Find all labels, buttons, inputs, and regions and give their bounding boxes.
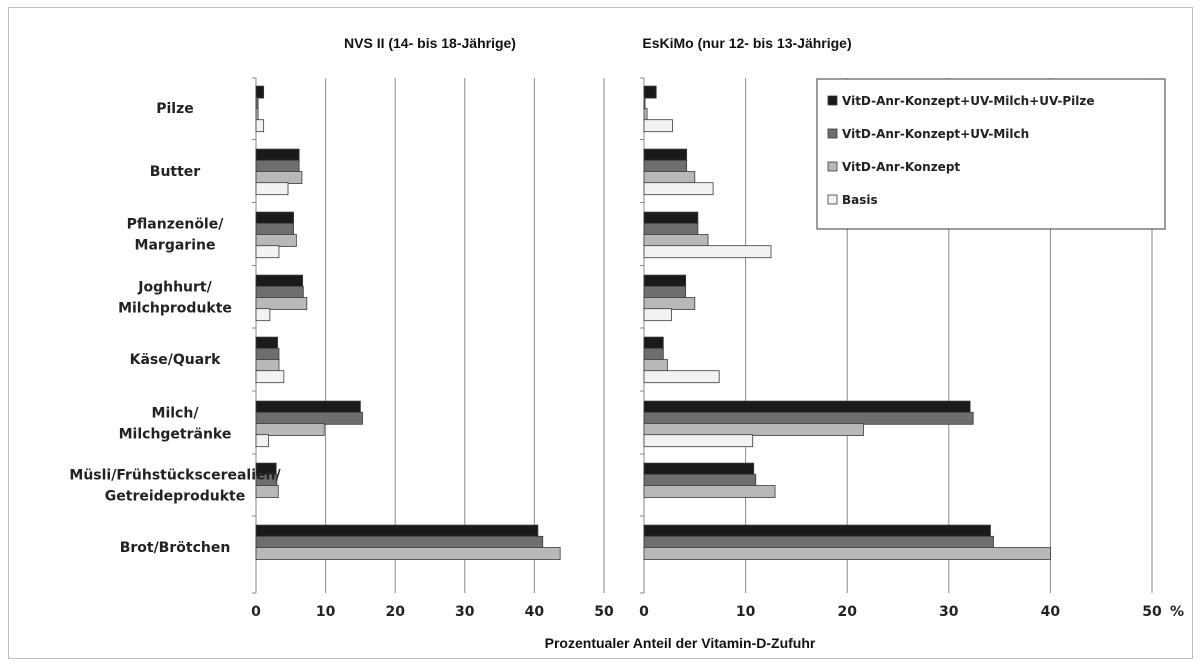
bar [643, 535, 994, 549]
bar [643, 148, 688, 162]
x-axis-title: Prozentualer Anteil der Vitamin-D-Zufuhr [545, 635, 816, 651]
category-label: Getreideprodukte [105, 489, 245, 505]
panel-title: EsKiMo (nur 12- bis 13-Jährige) [642, 35, 851, 51]
bar [643, 285, 687, 299]
x-tick-label: 20 [837, 604, 857, 620]
category-label: Pilze [156, 101, 194, 117]
category-label: Käse/Quark [130, 352, 221, 368]
legend-box [816, 78, 1166, 230]
legend-swatch [827, 95, 838, 106]
bar [643, 211, 699, 225]
bar [255, 297, 308, 310]
bar [255, 159, 300, 173]
bar [643, 411, 974, 425]
bar [255, 336, 278, 350]
bar [643, 485, 776, 498]
x-unit-label: % [1170, 604, 1184, 620]
x-tick-label: 0 [639, 604, 649, 620]
bar [255, 96, 259, 110]
bar [255, 182, 289, 196]
bar [643, 359, 668, 372]
bar [643, 473, 757, 487]
bar [643, 171, 696, 184]
bar [643, 400, 971, 414]
bar [643, 297, 696, 310]
x-tick-label: 30 [939, 604, 959, 620]
bar [643, 434, 754, 448]
x-tick-label: 0 [251, 604, 261, 620]
bar [255, 108, 259, 121]
x-tick-label: 40 [1041, 604, 1061, 620]
bar [255, 411, 363, 425]
category-label: Joghhurt/ [137, 280, 212, 296]
bar [643, 159, 688, 173]
x-tick-label: 50 [594, 604, 614, 620]
category-label: Butter [150, 164, 201, 180]
bar [643, 108, 648, 121]
legend-label: VitD-Anr-Konzept+UV-Milch+UV-Pilze [842, 94, 1095, 108]
bar [255, 171, 303, 184]
x-tick-label: 50 [1142, 604, 1162, 620]
x-tick-label: 40 [525, 604, 545, 620]
panel-title: NVS II (14- bis 18-Jährige) [344, 35, 516, 51]
bar [255, 485, 279, 498]
bar [643, 119, 673, 133]
bar [643, 85, 657, 99]
bar [255, 285, 304, 299]
x-tick-label: 10 [736, 604, 756, 620]
bar [255, 347, 280, 361]
chart-frame [8, 7, 1193, 659]
bar [255, 547, 561, 560]
bar [643, 462, 755, 476]
bar [255, 423, 325, 436]
legend-label: VitD-Anr-Konzept+UV-Milch [842, 127, 1029, 141]
category-label: Milchprodukte [118, 301, 232, 317]
bar [643, 547, 1051, 560]
bar [255, 524, 539, 538]
legend-swatch [827, 161, 838, 172]
bar [643, 524, 991, 538]
x-tick-label: 20 [385, 604, 405, 620]
bar [255, 211, 294, 225]
legend-swatch [827, 194, 838, 205]
bar [255, 234, 297, 247]
bar [643, 274, 687, 288]
bar [255, 359, 280, 372]
bar [643, 370, 720, 384]
legend-label: Basis [842, 193, 878, 207]
category-label: Müsli/Frühstückscerealien/ [69, 468, 281, 484]
bar [255, 370, 285, 384]
bar [643, 347, 664, 361]
legend-label: VitD-Anr-Konzept [842, 160, 960, 174]
bar [255, 222, 294, 236]
bar [255, 119, 265, 133]
bar [255, 535, 544, 549]
bar [255, 400, 361, 414]
bar [643, 423, 864, 436]
category-label: Pflanzenöle/ [127, 217, 225, 233]
bar [643, 245, 772, 259]
bar [255, 308, 271, 322]
bar [255, 434, 269, 448]
bar [643, 308, 672, 322]
category-label: Milch/ [152, 406, 200, 422]
category-label: Brot/Brötchen [120, 540, 231, 556]
x-tick-label: 10 [316, 604, 336, 620]
bar [255, 148, 300, 162]
legend-swatch [827, 128, 838, 139]
bar [255, 245, 280, 259]
bar [643, 182, 714, 196]
bar [643, 96, 646, 110]
x-tick-label: 30 [455, 604, 475, 620]
bar [255, 85, 265, 99]
category-label: Margarine [135, 238, 216, 254]
bar [643, 222, 699, 236]
bar [643, 336, 664, 350]
category-label: Milchgetränke [119, 427, 232, 443]
bar [255, 274, 304, 288]
bar [643, 234, 709, 247]
